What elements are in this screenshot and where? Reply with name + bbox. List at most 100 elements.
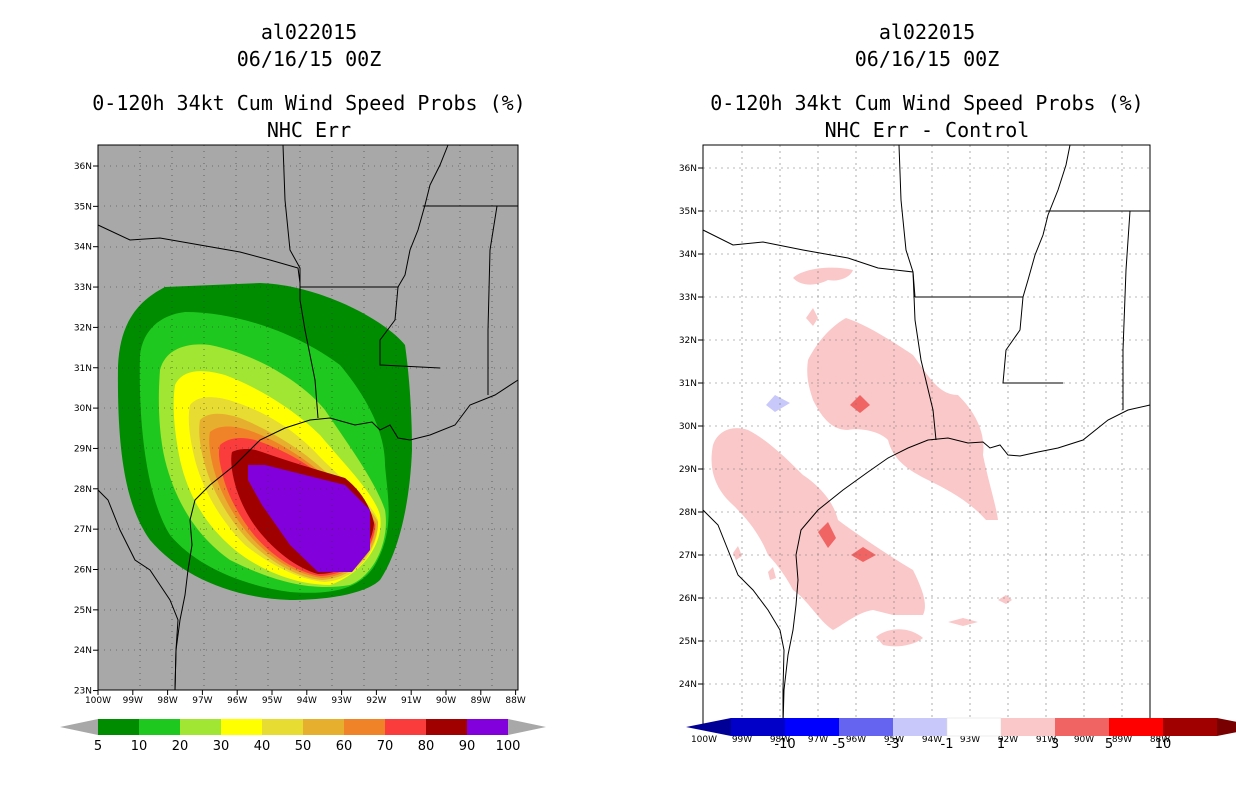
right-grid — [703, 145, 1150, 725]
left-colorbar-swatch — [262, 719, 303, 735]
left-colorbar-swatch — [221, 719, 262, 735]
left-colorbar-under-arrow — [60, 719, 98, 735]
left-grid — [98, 145, 518, 690]
left-lon-label: 92W — [366, 696, 386, 706]
right-lat-label: 28N — [679, 508, 697, 518]
left-lat-label: 26N — [74, 566, 92, 576]
diff-pos-1-spot-a — [733, 546, 742, 560]
diff-pos-1-spot-b — [768, 567, 776, 580]
left-colorbar-swatch — [139, 719, 180, 735]
left-lon-label: 89W — [471, 696, 491, 706]
left-lat-label: 35N — [74, 202, 92, 212]
louisiana-border — [379, 286, 441, 369]
rio-grande — [97, 489, 179, 691]
right-lat-labels: 36N 35N 34N 33N 32N 31N 30N 29N 28N 27N 26N 25N 24N — [679, 164, 703, 690]
right-colorbar-label: -1 — [941, 737, 954, 752]
left-lat-label: 25N — [74, 606, 92, 616]
diff-pos-1-spot-c — [876, 629, 923, 647]
left-colorbar-swatch — [98, 719, 139, 735]
left-lat-label: 34N — [74, 243, 92, 253]
right-lat-label: 36N — [679, 164, 697, 174]
diff-pos-1-small — [806, 308, 818, 326]
right-lon-label: 90W — [1074, 735, 1094, 745]
left-map-panel: al022015 06/16/15 00Z 0-120h 34kt Cum Wi… — [60, 20, 546, 754]
right-lon-label: 91W — [1036, 735, 1056, 745]
left-lon-label: 88W — [505, 696, 525, 706]
left-map-frame — [97, 144, 519, 691]
right-storm-id: al022015 — [878, 20, 976, 44]
left-colorbar-label: 80 — [418, 739, 435, 754]
right-lon-label: 100W — [691, 735, 717, 745]
texas-louisiana-border — [898, 144, 937, 441]
left-storm-id: al022015 — [260, 20, 358, 44]
right-chart-subtitle: NHC Err - Control — [824, 118, 1030, 142]
right-lon-label: 99W — [732, 735, 752, 745]
left-lat-label: 23N — [74, 687, 92, 697]
left-colorbar-label: 50 — [295, 739, 312, 754]
right-lon-label: 94W — [922, 735, 942, 745]
right-lat-label: 32N — [679, 336, 697, 346]
right-map-svg: 36N35N34N33N32N31N30N29N28N27N26N25N24N … — [679, 144, 1236, 752]
right-colorbar-label: -3 — [887, 737, 900, 752]
left-colorbar-label: 10 — [131, 739, 148, 754]
diff-pos-3-b — [818, 522, 836, 548]
left-map-svg: 36N 35N 34N 33N 32N 31N 30N 29N 28N 27N 26N 25N 24N 2… — [60, 144, 546, 754]
right-lon-label: 96W — [846, 735, 866, 745]
left-lon-label: 100W — [85, 696, 111, 706]
texas-louisiana-border — [282, 144, 319, 419]
left-colorbar: 5 10 20 30 40 50 60 70 80 90 100 — [60, 719, 546, 754]
diff-pos-1-central — [807, 318, 998, 520]
left-chart-title: 0-120h 34kt Cum Wind Speed Probs (%) — [92, 91, 526, 115]
right-chart-title: 0-120h 34kt Cum Wind Speed Probs (%) — [710, 91, 1144, 115]
right-lat-label: 33N — [679, 293, 697, 303]
right-lon-label: 97W — [808, 735, 828, 745]
left-colorbar-label: 20 — [172, 739, 189, 754]
left-colorbar-over-arrow — [508, 719, 546, 735]
texas-north-border — [97, 224, 301, 284]
right-colorbar-swatch — [893, 718, 947, 736]
diff-pos-1-spot-d — [948, 618, 978, 626]
texas-coastline — [174, 379, 519, 691]
right-colorbar-swatch — [1055, 718, 1109, 736]
right-lon-label: 89W — [1112, 735, 1132, 745]
ms-al-border — [487, 205, 498, 395]
right-lat-label: 29N — [679, 465, 697, 475]
right-map-panel: al022015 06/16/15 00Z 0-120h 34kt Cum Wi… — [618, 0, 1236, 800]
left-lon-label: 91W — [401, 696, 421, 706]
left-lon-label: 97W — [192, 696, 212, 706]
right-colorbar-swatch — [946, 717, 1002, 737]
left-colorbar-label: 100 — [496, 739, 521, 754]
right-lat-label: 25N — [679, 637, 697, 647]
right-colorbar-over-arrow — [1217, 718, 1236, 736]
diff-neg-1 — [766, 395, 790, 412]
left-lon-label: 98W — [157, 696, 177, 706]
right-lat-label: 24N — [679, 680, 697, 690]
right-colorbar-label: 10 — [1155, 737, 1172, 752]
right-colorbar-label: 1 — [997, 737, 1005, 752]
left-colorbar-swatch — [467, 719, 508, 735]
left-lat-label: 29N — [74, 444, 92, 454]
left-lat-label: 27N — [74, 525, 92, 535]
right-colorbar-label: -10 — [774, 737, 795, 752]
left-lat-label: 31N — [74, 364, 92, 374]
left-valid-time: 06/16/15 00Z — [236, 47, 382, 71]
right-valid-time: 06/16/15 00Z — [854, 47, 1000, 71]
left-colorbar-swatch — [303, 719, 344, 735]
contour-90 — [248, 465, 370, 572]
diff-pos-3-a — [850, 395, 870, 413]
left-lat-label: 32N — [74, 323, 92, 333]
left-lat-label: 28N — [74, 485, 92, 495]
left-boundaries — [97, 144, 519, 691]
left-colorbar-swatch — [385, 719, 426, 735]
left-colorbar-swatch — [344, 719, 385, 735]
left-lat-label: 33N — [74, 283, 92, 293]
texas-north-border — [702, 229, 916, 298]
right-boundaries — [702, 144, 1151, 726]
mississippi-river — [397, 144, 449, 288]
left-lat-label: 36N — [74, 162, 92, 172]
right-colorbar-swatch — [731, 718, 785, 736]
left-colorbar-label: 30 — [213, 739, 230, 754]
diff-pos-1-spot-e — [998, 595, 1012, 604]
left-probability-contours — [117, 283, 412, 600]
right-colorbar-swatch — [785, 718, 839, 736]
